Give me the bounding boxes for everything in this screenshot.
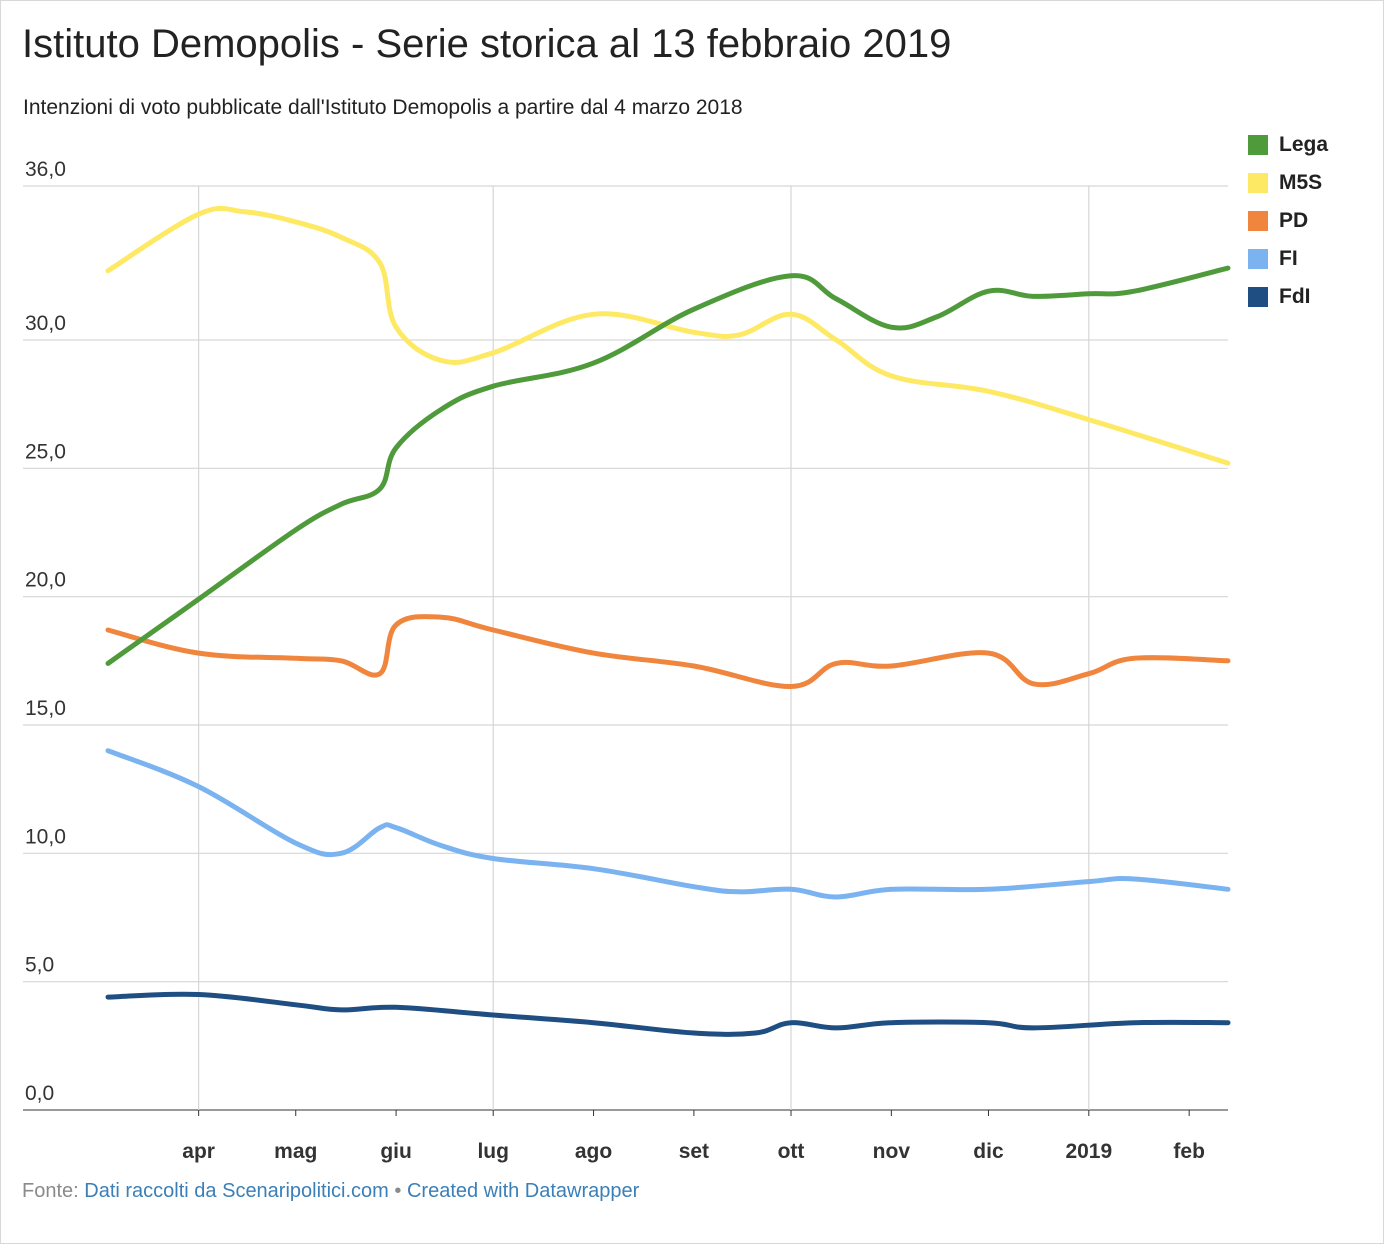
y-tick-label: 36,0 <box>25 158 66 181</box>
y-axis-ticks: 0,0 5,0 10,0 15,0 20,0 25,0 30,0 36,0 <box>25 158 66 1105</box>
legend-item-m5s[interactable]: M5S <box>1248 164 1328 202</box>
series-line-fi[interactable] <box>105 748 1231 900</box>
x-tick-label: mag <box>274 1140 317 1163</box>
y-tick-label: 25,0 <box>25 440 66 463</box>
legend-item-fi[interactable]: FI <box>1248 240 1328 278</box>
legend-swatch <box>1248 173 1268 193</box>
x-tick-label: feb <box>1173 1140 1205 1163</box>
legend-label: M5S <box>1279 171 1323 194</box>
legend-swatch <box>1248 287 1268 307</box>
legend-swatch <box>1248 211 1268 231</box>
series-line-fdi[interactable] <box>105 991 1231 1037</box>
footer: Fonte: Dati raccolti da Scenaripolitici.… <box>22 1180 639 1203</box>
legend: Lega M5S PD FI FdI <box>1248 126 1328 316</box>
x-tick-label: ago <box>575 1140 612 1163</box>
chart-title: Istituto Demopolis - Serie storica al 13… <box>22 22 952 66</box>
legend-swatch <box>1248 135 1268 155</box>
x-tick-label: set <box>679 1140 709 1163</box>
legend-item-pd[interactable]: PD <box>1248 202 1328 240</box>
legend-item-fdi[interactable]: FdI <box>1248 278 1328 316</box>
legend-label: FI <box>1279 247 1298 270</box>
y-tick-label: 0,0 <box>25 1082 54 1105</box>
legend-label: FdI <box>1279 285 1311 308</box>
series-line-lega[interactable] <box>105 265 1231 666</box>
x-tick-label: nov <box>873 1140 911 1163</box>
x-tick-label: lug <box>477 1140 509 1163</box>
series-lines <box>105 205 1231 1037</box>
series-line-m5s[interactable] <box>105 205 1231 466</box>
y-tick-label: 5,0 <box>25 954 54 977</box>
y-tick-label: 20,0 <box>25 569 66 592</box>
legend-swatch <box>1248 249 1268 269</box>
legend-label: Lega <box>1279 133 1329 156</box>
x-tick-label: 2019 <box>1065 1140 1112 1163</box>
legend-item-lega[interactable]: Lega <box>1248 126 1328 164</box>
y-tick-label: 30,0 <box>25 312 66 335</box>
source-prefix: Fonte: <box>22 1180 79 1202</box>
x-tick-label: giu <box>380 1140 412 1163</box>
chart-subtitle: Intenzioni di voto pubblicate dall'Istit… <box>23 96 743 119</box>
series-line-pd[interactable] <box>105 614 1231 690</box>
x-tick-label: dic <box>973 1140 1004 1163</box>
x-tick-label: apr <box>182 1140 215 1163</box>
y-tick-label: 10,0 <box>25 825 66 848</box>
footer-separator: • <box>394 1180 402 1202</box>
datawrapper-credit-link[interactable]: Created with Datawrapper <box>406 1180 640 1202</box>
gridlines <box>23 185 1228 1111</box>
legend-label: PD <box>1279 209 1309 232</box>
x-tick-label: ott <box>778 1140 805 1163</box>
source-link[interactable]: Dati raccolti da Scenaripolitici.com <box>84 1180 389 1202</box>
x-axis-ticks: apr mag giu lug ago set ott nov dic 2019 feb <box>182 1110 1205 1163</box>
y-tick-label: 15,0 <box>25 697 66 720</box>
